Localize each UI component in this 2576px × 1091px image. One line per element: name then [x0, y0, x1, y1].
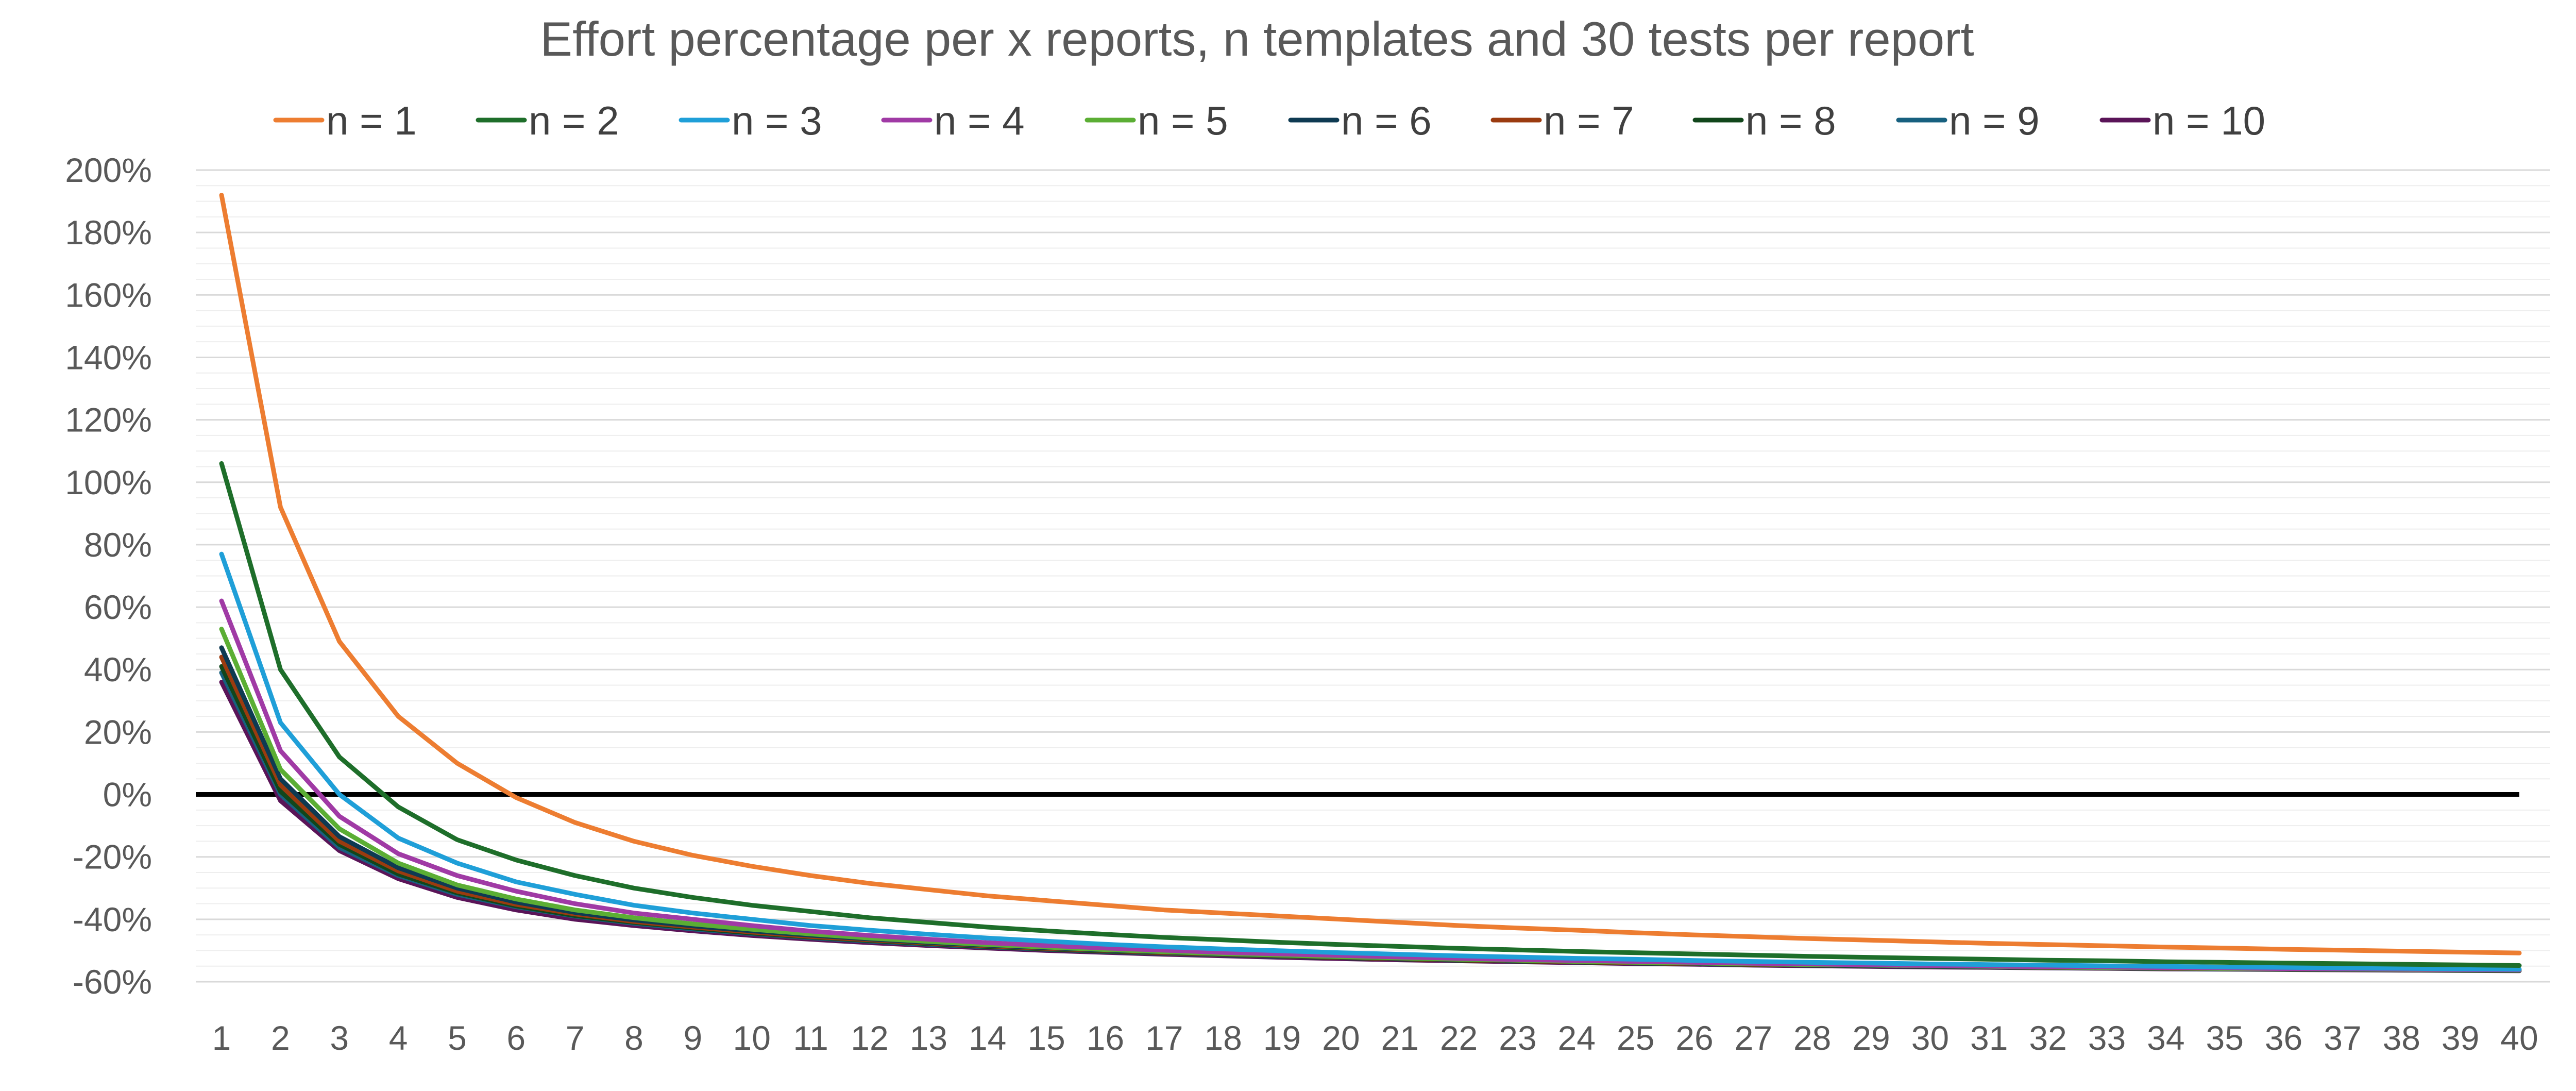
legend-label: n = 6 [1341, 98, 1432, 143]
legend-label: n = 9 [1949, 98, 2040, 143]
x-tick-label: 22 [1440, 1019, 1478, 1057]
x-tick-label: 5 [448, 1019, 467, 1057]
x-tick-label: 34 [2147, 1019, 2184, 1057]
chart-title: Effort percentage per x reports, n templ… [540, 12, 1974, 66]
x-tick-label: 37 [2324, 1019, 2361, 1057]
y-tick-label: 120% [65, 401, 152, 439]
legend-label: n = 1 [326, 98, 417, 143]
series-lines [219, 193, 2522, 973]
y-tick-label: 60% [84, 588, 152, 626]
x-tick-label: 40 [2500, 1019, 2538, 1057]
y-tick-label: 20% [84, 713, 152, 751]
x-tick-label: 4 [389, 1019, 408, 1057]
x-tick-label: 6 [506, 1019, 526, 1057]
y-tick-label: -40% [73, 900, 152, 938]
series-line-n3 [219, 551, 2522, 972]
y-tick-label: 0% [103, 776, 152, 814]
x-tick-label: 28 [1793, 1019, 1831, 1057]
y-axis: -60% -40% -20% 0% 20% 40% 60% 80% 100% 120% 140% 16… [65, 151, 152, 1001]
legend-label: n = 5 [1138, 98, 1228, 143]
y-tick-label: 140% [65, 338, 152, 376]
x-tick-label: 15 [1027, 1019, 1065, 1057]
x-tick-label: 8 [624, 1019, 643, 1057]
x-tick-label: 35 [2206, 1019, 2243, 1057]
x-tick-label: 1 [212, 1019, 231, 1057]
x-tick-label: 2 [271, 1019, 290, 1057]
x-tick-label: 17 [1145, 1019, 1183, 1057]
x-tick-label: 14 [969, 1019, 1006, 1057]
legend-label: n = 8 [1745, 98, 1836, 143]
y-tick-label: 160% [65, 276, 152, 314]
x-tick-label: 20 [1322, 1019, 1360, 1057]
x-tick-label: 13 [910, 1019, 947, 1057]
x-tick-label: 10 [733, 1019, 771, 1057]
series-line-n10 [219, 680, 2522, 973]
y-tick-label: 100% [65, 463, 152, 501]
legend-label: n = 4 [934, 98, 1025, 143]
series-line-n9 [219, 670, 2522, 973]
x-tick-label: 30 [1911, 1019, 1949, 1057]
series-line-n2 [219, 461, 2522, 968]
x-tick-label: 29 [1852, 1019, 1890, 1057]
legend-label: n = 7 [1544, 98, 1634, 143]
x-tick-label: 38 [2383, 1019, 2420, 1057]
y-tick-label: 40% [84, 650, 152, 689]
series-line-n7 [219, 654, 2522, 973]
x-tick-label: 11 [793, 1019, 828, 1057]
legend-label: n = 2 [529, 98, 619, 143]
x-tick-label: 12 [851, 1019, 888, 1057]
x-tick-label: 26 [1675, 1019, 1713, 1057]
series-line-n1 [219, 193, 2522, 955]
x-tick-label: 9 [684, 1019, 703, 1057]
x-tick-label: 32 [2029, 1019, 2066, 1057]
x-tick-label: 21 [1381, 1019, 1418, 1057]
x-axis: 1 2 3 4 5 6 7 8 9 10 11 12 13 14 15 16 17 18 19 20 21 22 23 24 2… [212, 1019, 2538, 1057]
y-tick-label: 180% [65, 213, 152, 251]
gridlines [196, 169, 2550, 983]
y-tick-label: -60% [73, 963, 152, 1001]
x-tick-label: 23 [1499, 1019, 1536, 1057]
x-tick-label: 18 [1204, 1019, 1242, 1057]
y-tick-label: 200% [65, 151, 152, 189]
y-tick-label: -20% [73, 838, 152, 876]
legend-label: n = 3 [732, 98, 822, 143]
x-tick-label: 19 [1263, 1019, 1301, 1057]
legend: n = 1 n = 2 n = 3 n = 4 n = 5 n = 6 n = 7 n = 8… [273, 98, 2265, 143]
x-tick-label: 24 [1558, 1019, 1596, 1057]
legend-label: n = 10 [2153, 98, 2265, 143]
x-tick-label: 31 [1970, 1019, 2008, 1057]
x-tick-label: 36 [2265, 1019, 2302, 1057]
x-tick-label: 27 [1735, 1019, 1772, 1057]
x-tick-label: 25 [1617, 1019, 1654, 1057]
x-tick-label: 3 [330, 1019, 349, 1057]
y-tick-label: 80% [84, 526, 152, 564]
x-tick-label: 33 [2088, 1019, 2126, 1057]
x-tick-label: 16 [1087, 1019, 1124, 1057]
x-tick-label: 39 [2442, 1019, 2479, 1057]
x-tick-label: 7 [566, 1019, 585, 1057]
